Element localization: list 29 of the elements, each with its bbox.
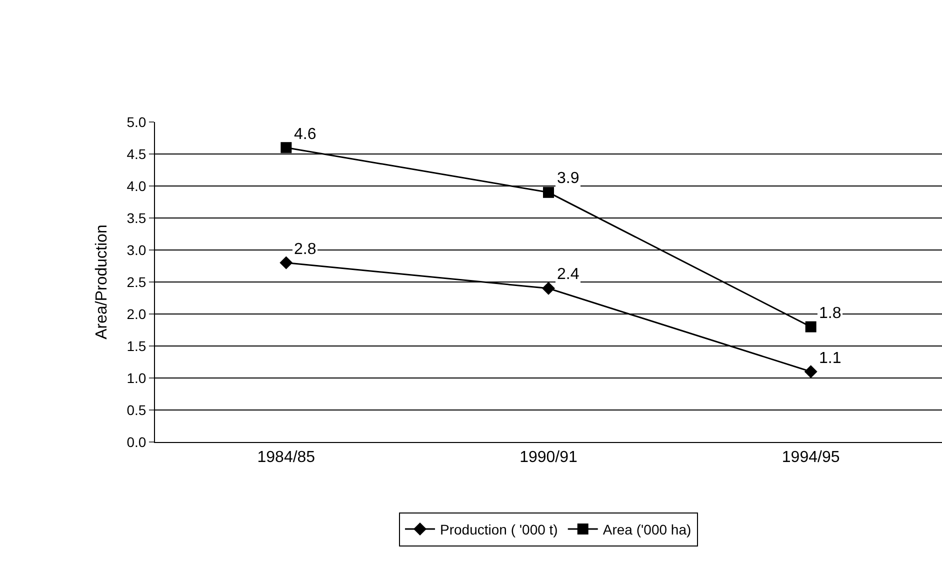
data-label: 1.1: [819, 350, 842, 367]
x-tick-label: 1994/95: [782, 449, 840, 466]
data-label: 4.6: [294, 126, 316, 143]
y-tick-label: 1.5: [126, 338, 146, 354]
legend-label: Area ('000 ha): [602, 521, 692, 538]
y-tick-label: 2.5: [126, 274, 146, 290]
x-tick-label: 1984/85: [257, 449, 316, 466]
y-tick-label: 5.0: [126, 114, 146, 130]
legend-label: Production ( '000 t): [440, 521, 558, 538]
y-axis-title: Area/Production: [94, 224, 111, 340]
data-label: 2.4: [557, 266, 580, 283]
data-label: 3.9: [557, 170, 580, 187]
y-tick-label: 4.5: [126, 146, 146, 162]
point: [542, 282, 555, 295]
y-tick-label: 0.5: [126, 402, 146, 418]
point: [804, 365, 818, 378]
y-tick-label: 3.0: [126, 242, 146, 258]
point: [280, 142, 292, 154]
point: [543, 186, 554, 198]
y-tick-label: 3.5: [126, 210, 146, 226]
data-label: 1.8: [819, 305, 842, 322]
point: [805, 321, 816, 332]
x-tick-label: 1990/91: [520, 449, 578, 466]
point: [280, 256, 293, 270]
y-tick-label: 1.0: [126, 370, 146, 386]
y-tick-label: 2.0: [126, 306, 146, 322]
y-tick-label: 4.0: [126, 178, 146, 194]
data-label: 2.8: [294, 241, 316, 258]
y-tick-label: 0.0: [126, 434, 146, 450]
